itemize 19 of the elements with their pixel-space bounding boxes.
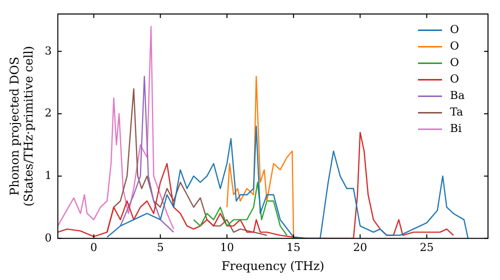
y-axis-title: Phonon projected DOS (States/THz·primitive cell) [7,46,36,207]
legend-label: Ba [450,89,466,102]
legend-label: O [450,40,460,53]
legend-label: O [450,56,460,70]
y-tick-label: 0 [44,231,52,244]
legend-label: Ta [450,106,464,119]
legend-label: O [450,23,460,36]
x-axis-title: Frequency (THz) [221,258,324,273]
x-tick-label: 0 [90,240,98,254]
y-tick-label: 1 [44,168,52,182]
x-tick-label: 20 [353,240,368,254]
x-tick-label: 5 [156,240,164,254]
x-tick-label: 10 [220,240,234,254]
x-tick-label: 15 [286,240,301,254]
y-tick-label: 3 [44,44,52,58]
y-tick-label: 2 [44,106,52,120]
x-tick-label: 25 [420,240,434,254]
legend-label: Bi [450,122,462,136]
legend-label: O [450,72,460,86]
